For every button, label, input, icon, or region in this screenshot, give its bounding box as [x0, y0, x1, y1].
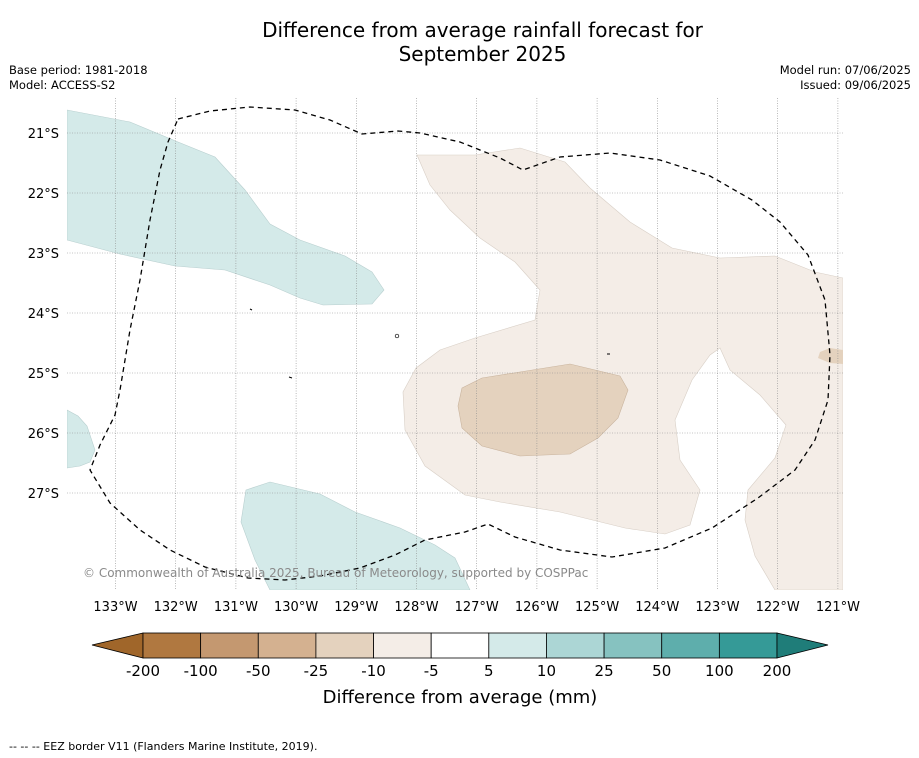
lon-label: 128°W: [394, 600, 438, 615]
colorbar-cell: [142, 632, 202, 659]
region-light-blue-west: [67, 409, 96, 469]
colorbar-cell: [718, 632, 778, 659]
colorbar-tick-labels: -200 -100 -50 -25 -10 -5 5 10 25 50 100 200: [126, 662, 791, 680]
longitude-axis: 133°W 132°W 131°W 130°W 129°W 128°W 127°W 126°W…: [93, 600, 860, 615]
colorbar-tick-label: 50: [652, 662, 671, 680]
colorbar: -200 -100 -50 -25 -10 -5 5 10 25 50 100 200 Differe…: [91, 632, 829, 708]
model-run-text: Model run: 07/06/2025: [779, 63, 911, 77]
model-text: Model: ACCESS-S2: [9, 78, 116, 92]
speck-2: [288, 376, 293, 379]
colorbar-cell: [661, 632, 720, 659]
copyright-text: © Commonwealth of Australia 2025, Bureau…: [83, 566, 588, 580]
lat-label: 24°S: [28, 307, 59, 322]
colorbar-tick-label: 5: [484, 662, 494, 680]
lon-label: 121°W: [816, 600, 860, 615]
colorbar-tick-label: -10: [361, 662, 386, 680]
colorbar-cell: [546, 632, 605, 659]
colorbar-tick-label: -25: [304, 662, 329, 680]
lon-label: 126°W: [515, 600, 559, 615]
region-tan-east-edge: [818, 348, 843, 364]
chart-title: Difference from average rainfall forecas…: [0, 18, 919, 66]
colorbar-cell: [200, 632, 259, 659]
colorbar-tick-label: -50: [246, 662, 271, 680]
lon-label: 131°W: [214, 600, 258, 615]
lon-label: 123°W: [695, 600, 739, 615]
region-light-tan-east: [402, 147, 843, 590]
eez-footnote: -- -- -- EEZ border V11 (Flanders Marine…: [9, 740, 318, 753]
lon-label: 132°W: [154, 600, 198, 615]
latitude-axis: 21°S 22°S 23°S 24°S 25°S 26°S 27°S: [28, 127, 59, 502]
map-area: [67, 98, 843, 590]
colorbar-tick-label: -100: [184, 662, 218, 680]
lat-label: 27°S: [28, 487, 59, 502]
region-light-blue-nw: [67, 109, 385, 306]
eez-border: [89, 106, 831, 581]
colorbar-tick-label: 25: [595, 662, 614, 680]
lon-label: 125°W: [575, 600, 619, 615]
lon-label: 130°W: [274, 600, 318, 615]
colorbar-label: Difference from average (mm): [323, 687, 598, 708]
colorbar-tick-label: 10: [537, 662, 556, 680]
speck-1: [249, 308, 253, 311]
region-light-blue-south: [240, 481, 471, 590]
colorbar-tick-label: -5: [424, 662, 439, 680]
colorbar-tick-label: -200: [126, 662, 160, 680]
lon-label: 124°W: [635, 600, 679, 615]
colorbar-right-arrow: [776, 632, 829, 659]
colorbar-cells: [142, 632, 778, 659]
lat-label: 22°S: [28, 187, 59, 202]
issued-text: Issued: 09/06/2025: [800, 78, 911, 92]
colorbar-cell: [257, 632, 317, 659]
lon-label: 129°W: [334, 600, 378, 615]
colorbar-left-arrow: [91, 632, 144, 659]
colorbar-cell: [488, 632, 547, 659]
meta-right: Model run: 07/06/2025 Issued: 09/06/2025: [780, 63, 911, 93]
gridlines: [67, 98, 843, 590]
region-tan-center: [457, 363, 629, 457]
lat-label: 23°S: [28, 247, 59, 262]
lat-label: 21°S: [28, 127, 59, 142]
colorbar-cell: [315, 632, 374, 659]
colorbar-cell: [430, 632, 490, 659]
base-period-text: Base period: 1981-2018: [9, 63, 148, 77]
colorbar-tick-label: 100: [705, 662, 734, 680]
lat-label: 26°S: [28, 427, 59, 442]
lon-label: 127°W: [455, 600, 499, 615]
title-line-1: Difference from average rainfall forecas…: [262, 18, 703, 42]
title-line-2: September 2025: [398, 42, 567, 66]
colorbar-cell: [373, 632, 432, 659]
colorbar-cell: [603, 632, 663, 659]
speck-3: [394, 333, 400, 339]
lon-label: 122°W: [756, 600, 800, 615]
colorbar-tick-label: 200: [763, 662, 792, 680]
meta-left: Base period: 1981-2018 Model: ACCESS-S2: [9, 63, 148, 93]
lon-label: 133°W: [93, 600, 137, 615]
lat-label: 25°S: [28, 367, 59, 382]
